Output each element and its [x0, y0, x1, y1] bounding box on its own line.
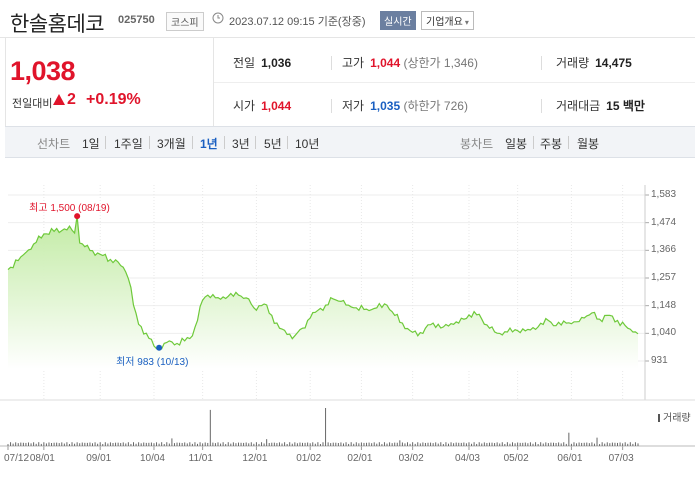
y-tick-label: 1,257 [651, 272, 677, 283]
change-percent: +0.19% [86, 91, 141, 108]
high-label: 고가 [342, 56, 365, 70]
market-badge: 코스피 [166, 12, 204, 31]
prev-close: 전일 1,036 [233, 54, 291, 71]
realtime-button[interactable]: 실시간 [380, 11, 416, 30]
tab-10y[interactable]: 10년 [295, 137, 320, 151]
low-marker [156, 344, 163, 351]
x-tick-label: 10/04 [139, 453, 165, 464]
open-label: 시가 [233, 99, 256, 113]
price-line [7, 216, 639, 350]
tab-5y[interactable]: 5년 [264, 137, 282, 151]
x-tick-label: 12/01 [242, 453, 268, 464]
current-price: 1,038 [10, 56, 76, 86]
candle-chart-label: 봉차트 [460, 137, 494, 151]
x-tick-label: 04/03 [454, 453, 480, 464]
day-low: 저가 1,035 (하한가 726) [342, 97, 468, 114]
stock-code: 025750 [118, 14, 155, 26]
x-tick-label: 01/02 [296, 453, 322, 464]
x-tick-label: 06/01 [557, 453, 583, 464]
summary-divider [213, 38, 214, 126]
volume-label: 거래량 [556, 56, 590, 70]
volume-legend: 거래량 [658, 409, 691, 424]
change-amount: 2 [67, 91, 76, 108]
change-label: 전일대비 [12, 98, 53, 110]
x-tick-label: 02/01 [347, 453, 373, 464]
y-tick-label: 1,148 [651, 299, 677, 311]
company-info-label: 기업개요 [426, 17, 463, 28]
price-chart: 1,583 1,474 1,366 1,257 1,148 1,040 931 07/12 0… [0, 170, 695, 479]
price-summary: 1,038 전일대비 2 +0.19% 전일 1,036 고가 1,044 (상한가… [5, 38, 695, 126]
divider [192, 136, 193, 149]
x-tick-label: 11/01 [188, 453, 213, 464]
divider [541, 56, 542, 70]
tab-weekly[interactable]: 주봉 [540, 137, 563, 151]
price-chart-svg [0, 185, 695, 450]
tab-1w[interactable]: 1주일 [114, 137, 143, 151]
clock-icon [212, 12, 224, 27]
tab-3y[interactable]: 3년 [232, 137, 250, 151]
amount-label: 거래대금 [556, 99, 601, 113]
divider [533, 136, 534, 149]
divider [287, 136, 288, 149]
divider [568, 136, 569, 149]
divider [224, 136, 225, 149]
chevron-down-icon: ▾ [464, 18, 469, 27]
low-label: 저가 [342, 99, 365, 113]
x-tick-label: 07/03 [608, 453, 634, 464]
y-tick-label: 1,474 [651, 216, 677, 228]
high-annotation: 최고 1,500 (08/19) [29, 203, 110, 215]
volume: 거래량 14,475 [556, 54, 632, 71]
volume-legend-label: 거래량 [663, 413, 691, 424]
open-value: 1,044 [261, 99, 292, 113]
prev-close-value: 1,036 [261, 56, 292, 70]
x-tick-label: 07/12 [4, 453, 30, 464]
x-tick-label: 09/01 [86, 453, 112, 464]
tab-3m[interactable]: 3개월 [157, 137, 186, 151]
up-arrow-icon [53, 94, 65, 105]
tab-monthly[interactable]: 월봉 [577, 137, 600, 151]
lower-limit: (하한가 726) [403, 99, 468, 113]
divider [331, 56, 332, 70]
timestamp: 2023.07.12 09:15 기준(장중) [229, 16, 366, 28]
chart-period-tabs: 선차트 1일 1주일 3개월 1년 3년 5년 10년 봉차트 일봉 주봉 월봉 [5, 126, 695, 158]
upper-limit: (상한가 1,346) [403, 56, 478, 70]
divider [105, 136, 106, 149]
company-info-dropdown[interactable]: 기업개요 ▾ [421, 11, 474, 30]
divider [331, 99, 332, 113]
divider [149, 136, 150, 149]
tab-1d[interactable]: 1일 [82, 137, 100, 151]
amount-value: 15 백만 [606, 99, 645, 113]
open-price: 시가 1,044 [233, 97, 291, 114]
x-tick-label: 08/01 [29, 453, 55, 464]
line-chart-label: 선차트 [37, 137, 71, 151]
y-tick-label: 1,366 [651, 244, 677, 256]
volume-value: 14,475 [595, 56, 632, 70]
divider [255, 136, 256, 149]
y-tick-label: 931 [651, 355, 668, 366]
divider [541, 99, 542, 113]
tab-1y[interactable]: 1년 [200, 137, 218, 151]
x-tick-label: 05/02 [503, 453, 529, 464]
low-value: 1,035 [370, 99, 401, 113]
y-tick-label: 1,040 [651, 327, 677, 339]
tab-daily[interactable]: 일봉 [505, 137, 528, 151]
prev-close-label: 전일 [233, 56, 256, 70]
y-tick-label: 1,583 [651, 189, 677, 200]
stock-header: 한솔홈데코 025750 코스피 2023.07.12 09:15 기준(장중)… [0, 0, 695, 38]
volume-legend-swatch [658, 414, 660, 422]
trade-amount: 거래대금 15 백만 [556, 97, 645, 114]
summary-row-divider [214, 82, 695, 83]
high-value: 1,044 [370, 56, 401, 70]
x-tick-label: 03/02 [398, 453, 424, 464]
stock-name: 한솔홈데코 [10, 13, 105, 36]
day-high: 고가 1,044 (상한가 1,346) [342, 54, 478, 71]
low-annotation: 최저 983 (10/13) [116, 356, 189, 368]
price-area [8, 216, 638, 369]
high-marker [74, 213, 81, 220]
